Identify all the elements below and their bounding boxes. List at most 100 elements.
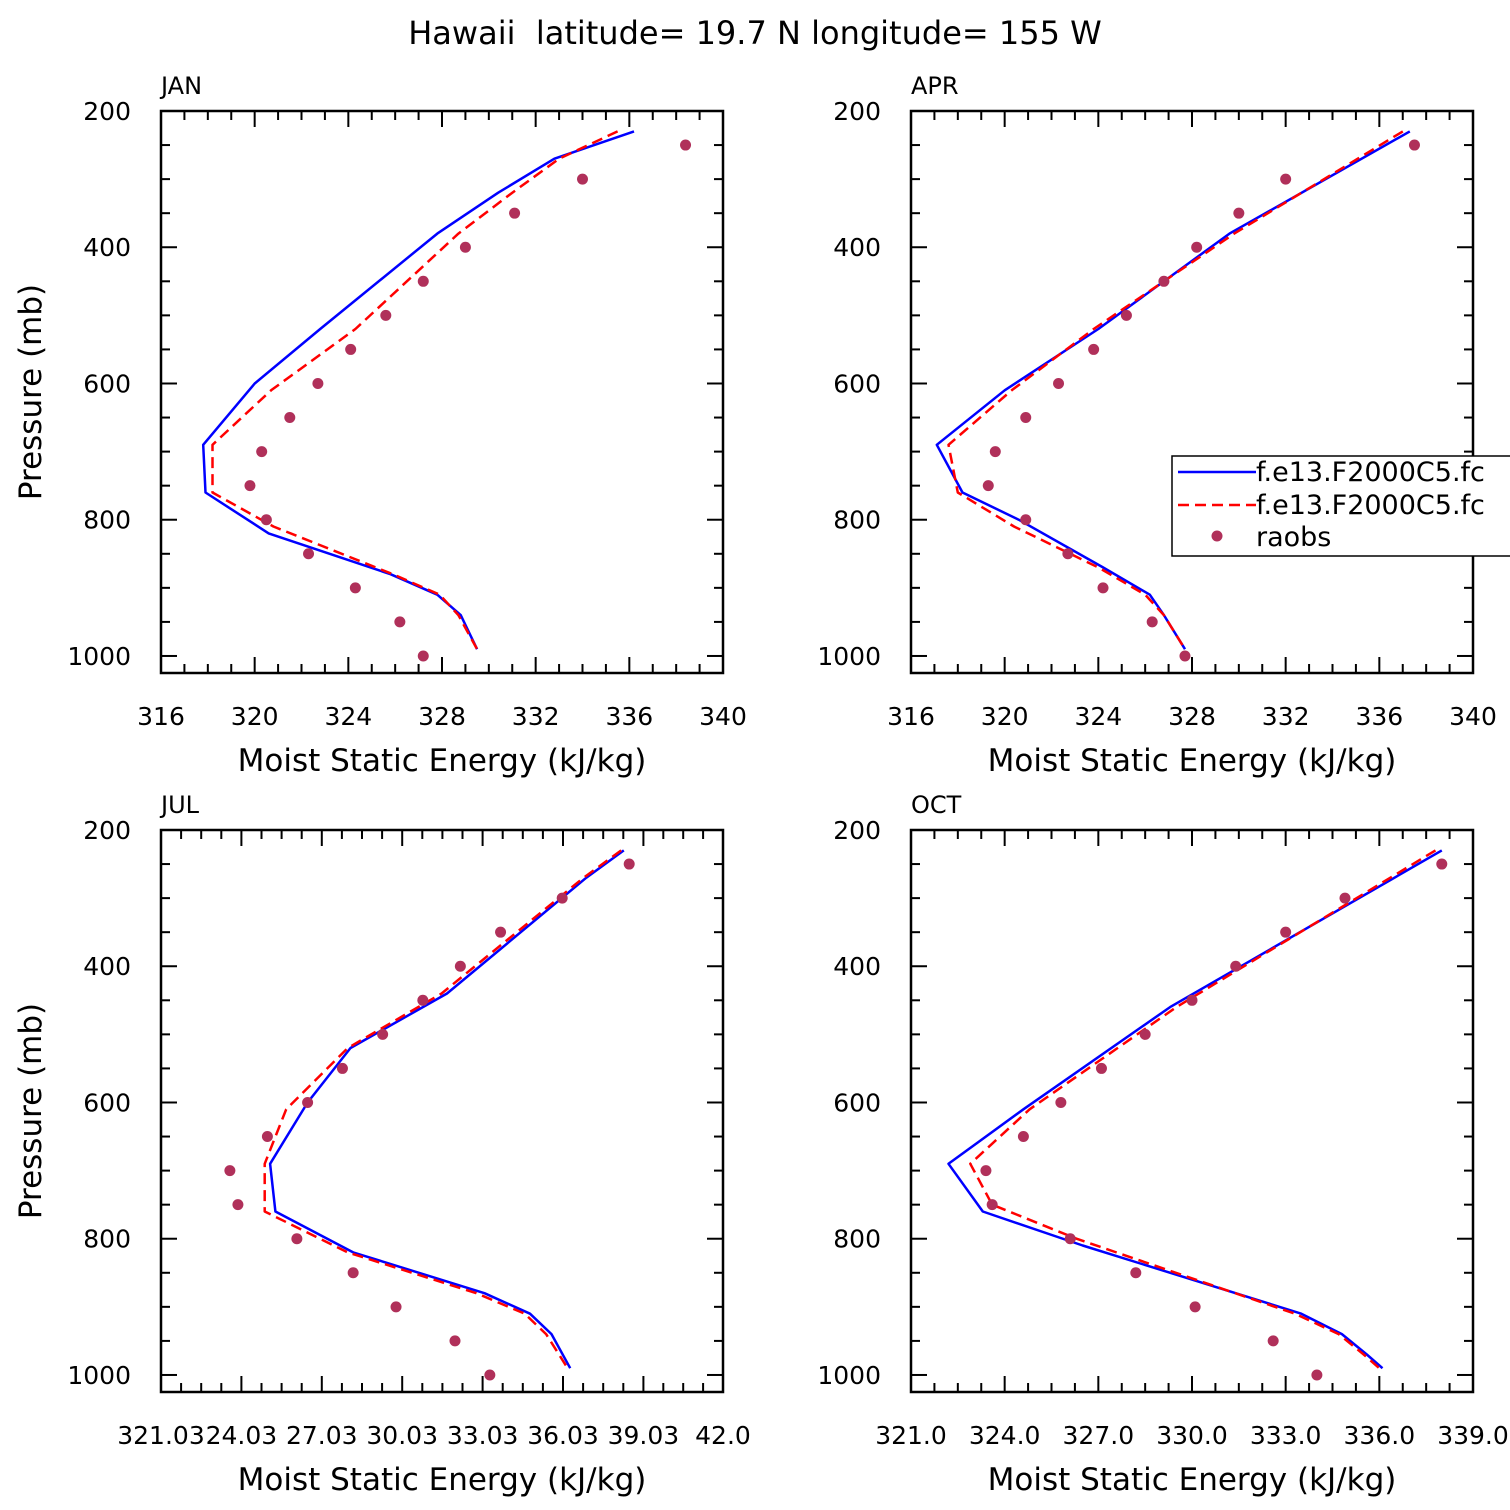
raobs-point bbox=[980, 1165, 992, 1177]
legend-swatch-raobs bbox=[1211, 530, 1223, 542]
raobs-point bbox=[1130, 1267, 1142, 1279]
y-tick-label: 600 bbox=[833, 1088, 881, 1117]
raobs-point bbox=[1097, 582, 1109, 594]
raobs-point bbox=[1053, 377, 1065, 389]
raobs-point bbox=[1146, 616, 1158, 628]
raobs-point bbox=[349, 582, 361, 594]
raobs-point bbox=[224, 1165, 236, 1177]
series-line-model2 bbox=[211, 130, 619, 650]
figure-title: Hawaii latitude= 19.7 N longitude= 155 W bbox=[408, 14, 1102, 52]
x-tick-label: 336 bbox=[1355, 702, 1403, 731]
x-tick-label: 36.03 bbox=[527, 1421, 599, 1450]
x-tick-label: 42.0 bbox=[695, 1421, 751, 1450]
x-tick-label: 33.03 bbox=[447, 1421, 519, 1450]
y-tick-label: 800 bbox=[833, 1225, 881, 1254]
raobs-point bbox=[680, 139, 692, 151]
raobs-point bbox=[556, 892, 568, 904]
panel-title: OCT bbox=[911, 791, 962, 819]
raobs-point bbox=[1055, 1096, 1067, 1108]
raobs-point bbox=[454, 960, 466, 972]
y-tick-label: 1000 bbox=[817, 1361, 881, 1390]
panel-jan: JAN 200 400 600 800 1000 316 320 324 328 332 336 340… bbox=[13, 72, 747, 779]
raobs-point bbox=[377, 1028, 389, 1040]
raobs-point bbox=[260, 514, 272, 526]
raobs-point bbox=[1095, 1062, 1107, 1074]
legend-label-raobs: raobs bbox=[1256, 522, 1331, 553]
x-tick-label: 30.03 bbox=[366, 1421, 438, 1450]
x-axis-label: Moist Static Energy (kJ/kg) bbox=[988, 743, 1397, 779]
raobs-point bbox=[312, 377, 324, 389]
x-tick-label: 340 bbox=[1449, 702, 1497, 731]
panel-oct: OCT 200 400 600 800 1000 321.0 324.0 327.0 330.0 3… bbox=[817, 791, 1508, 1498]
raobs-point bbox=[989, 446, 1001, 458]
x-tick-label: 39.03 bbox=[608, 1421, 680, 1450]
x-tick-label: 316 bbox=[887, 702, 935, 731]
raobs-point bbox=[244, 480, 256, 492]
raobs-point bbox=[484, 1369, 496, 1381]
x-tick-label: 27.03 bbox=[286, 1421, 358, 1450]
raobs-point bbox=[394, 616, 406, 628]
x-tick-label: 333.0 bbox=[1250, 1421, 1322, 1450]
y-tick-label: 600 bbox=[833, 369, 881, 398]
raobs-point bbox=[1189, 1301, 1201, 1313]
raobs-point bbox=[623, 858, 635, 870]
raobs-point bbox=[1267, 1335, 1279, 1347]
raobs-point bbox=[345, 343, 357, 355]
raobs-point bbox=[1088, 343, 1100, 355]
raobs-point bbox=[982, 480, 994, 492]
series-line-model2 bbox=[947, 130, 1404, 650]
x-tick-label: 324 bbox=[324, 702, 372, 731]
y-tick-label: 1000 bbox=[67, 1361, 131, 1390]
raobs-point bbox=[1311, 1369, 1323, 1381]
raobs-point bbox=[303, 548, 315, 560]
raobs-point bbox=[1179, 650, 1191, 662]
series-line-model1 bbox=[268, 849, 625, 1369]
raobs-point bbox=[232, 1199, 244, 1211]
raobs-point bbox=[1186, 994, 1198, 1006]
legend-label-model1: f.e13.F2000C5.fc bbox=[1256, 457, 1485, 488]
raobs-point bbox=[1280, 926, 1292, 938]
raobs-point bbox=[1020, 514, 1032, 526]
x-tick-label: 320 bbox=[981, 702, 1029, 731]
raobs-point bbox=[256, 446, 268, 458]
x-tick-label: 339.0 bbox=[1437, 1421, 1509, 1450]
raobs-point bbox=[1233, 207, 1245, 219]
x-tick-label: 316 bbox=[137, 702, 185, 731]
raobs-point bbox=[417, 650, 429, 662]
series-line-model1 bbox=[201, 130, 635, 650]
series-line-model2 bbox=[969, 849, 1437, 1370]
panel-title: APR bbox=[911, 72, 959, 100]
raobs-point bbox=[336, 1062, 348, 1074]
raobs-point bbox=[1064, 1233, 1076, 1245]
y-tick-label: 400 bbox=[83, 233, 131, 262]
x-tick-label: 320 bbox=[231, 702, 279, 731]
x-tick-label: 24.03 bbox=[206, 1421, 278, 1450]
raobs-point bbox=[1280, 173, 1292, 185]
raobs-point bbox=[380, 309, 392, 321]
y-tick-label: 400 bbox=[833, 952, 881, 981]
y-tick-label: 800 bbox=[83, 1225, 131, 1254]
x-tick-label: 324.0 bbox=[969, 1421, 1041, 1450]
x-tick-label: 321.03 bbox=[117, 1421, 204, 1450]
y-tick-label: 800 bbox=[833, 506, 881, 535]
raobs-point bbox=[1120, 309, 1132, 321]
raobs-point bbox=[1158, 275, 1170, 287]
y-tick-label: 1000 bbox=[817, 642, 881, 671]
raobs-point bbox=[1020, 412, 1032, 424]
raobs-point bbox=[1062, 548, 1074, 560]
raobs-point bbox=[509, 207, 521, 219]
y-tick-label: 200 bbox=[833, 97, 881, 126]
raobs-point bbox=[1191, 241, 1203, 253]
y-axis-label: Pressure (mb) bbox=[13, 284, 49, 500]
x-tick-label: 330.0 bbox=[1156, 1421, 1228, 1450]
raobs-point bbox=[291, 1233, 303, 1245]
raobs-point bbox=[1139, 1028, 1151, 1040]
y-tick-label: 600 bbox=[83, 369, 131, 398]
raobs-point bbox=[417, 275, 429, 287]
plot-frame bbox=[159, 109, 725, 675]
panel-title: JAN bbox=[159, 72, 202, 100]
x-tick-label: 336.0 bbox=[1344, 1421, 1416, 1450]
raobs-point bbox=[261, 1131, 273, 1143]
raobs-point bbox=[347, 1267, 359, 1279]
x-tick-label: 340 bbox=[699, 702, 747, 731]
